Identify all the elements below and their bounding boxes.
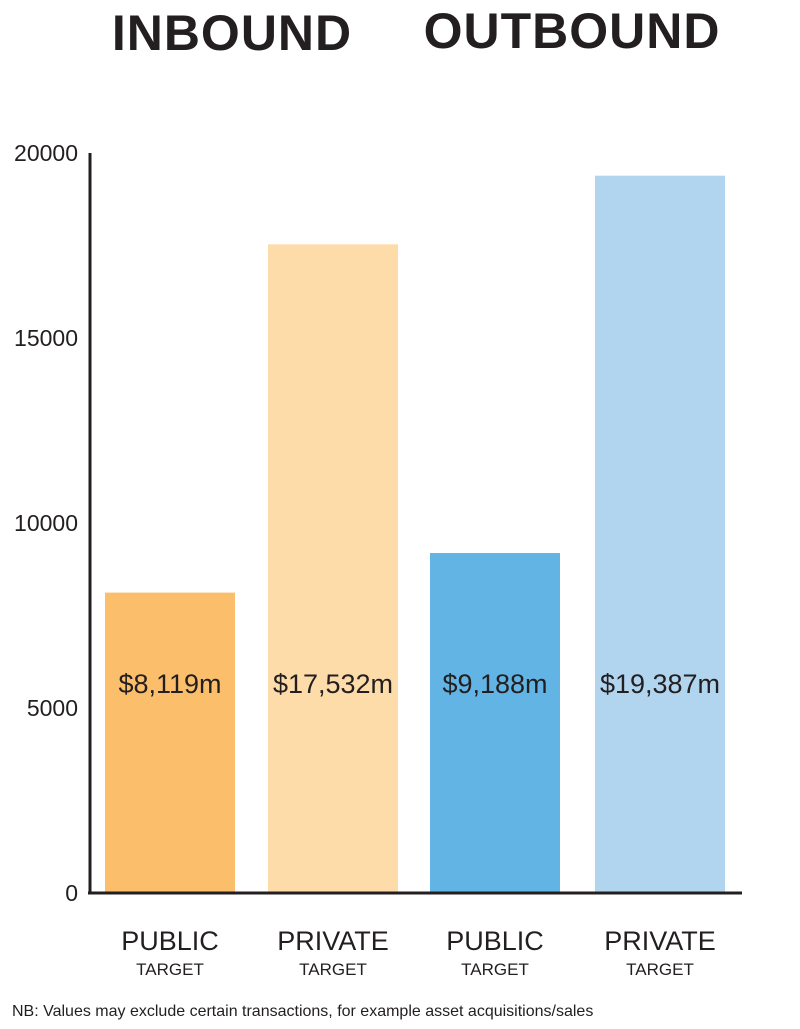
outbound-group-title: OUTBOUND <box>424 3 721 59</box>
bar-inbound-public <box>105 592 235 893</box>
category-labels: PUBLIC TARGET PRIVATE TARGET PUBLIC TARGET PRI… <box>121 926 716 979</box>
category-sublabel: TARGET <box>136 960 204 979</box>
y-tick-label: 5000 <box>27 695 78 721</box>
bar-chart: INBOUND OUTBOUND 0 5000 10000 15000 20000 $8… <box>14 3 742 979</box>
bar-value-label: $9,188m <box>442 669 547 699</box>
y-tick-label: 10000 <box>14 510 78 536</box>
category-label: PUBLIC <box>446 926 544 956</box>
bar-inbound-private <box>268 244 398 894</box>
bar-value-label: $19,387m <box>600 669 720 699</box>
category-sublabel: TARGET <box>299 960 367 979</box>
category-sublabel: TARGET <box>626 960 694 979</box>
category-sublabel: TARGET <box>461 960 529 979</box>
footnote: NB: Values may exclude certain transacti… <box>12 1003 594 1020</box>
y-tick-label: 15000 <box>14 325 78 351</box>
y-axis-ticks: 0 5000 10000 15000 20000 <box>14 140 78 906</box>
category-label: PUBLIC <box>121 926 219 956</box>
y-tick-label: 0 <box>65 880 78 906</box>
inbound-group-title: INBOUND <box>112 5 352 61</box>
y-tick-label: 20000 <box>14 140 78 166</box>
category-label: PRIVATE <box>277 926 389 956</box>
bars <box>105 175 725 894</box>
data-labels: $8,119m $17,532m $9,188m $19,387m <box>118 669 720 699</box>
bar-value-label: $8,119m <box>118 669 221 699</box>
category-label: PRIVATE <box>604 926 716 956</box>
bar-outbound-private <box>595 175 725 893</box>
bar-outbound-public <box>430 553 560 893</box>
bar-value-label: $17,532m <box>273 669 393 699</box>
